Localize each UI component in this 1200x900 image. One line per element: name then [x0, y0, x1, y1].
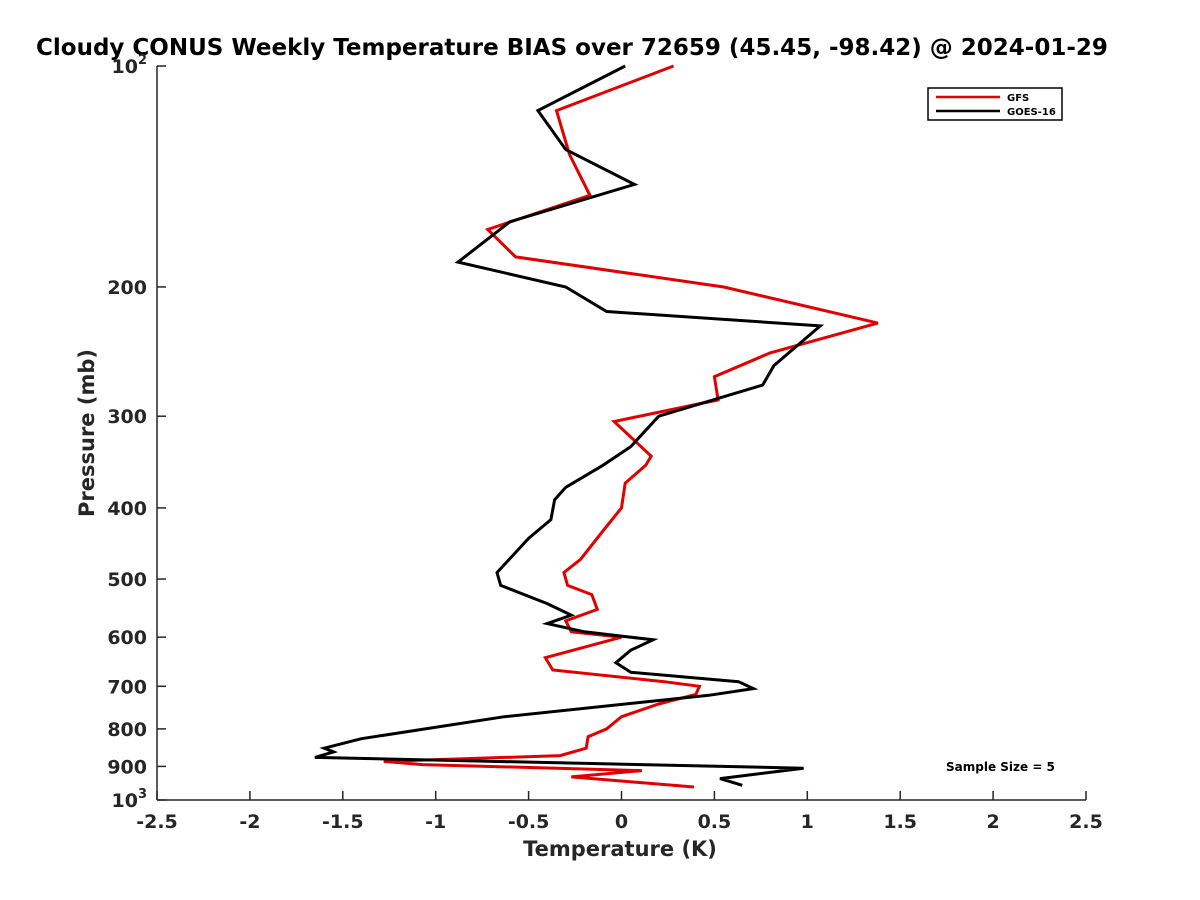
y-tick-label: 800	[107, 719, 147, 741]
legend: GFS GOES-16	[927, 87, 1063, 121]
y-tick-label: 103	[112, 787, 148, 812]
x-tick-label: -2	[239, 811, 260, 833]
sample-size-annotation: Sample Size = 5	[946, 760, 1055, 774]
legend-box	[927, 87, 1063, 121]
x-tick-label: 0.5	[698, 811, 732, 833]
y-tick-label: 300	[107, 406, 147, 428]
x-tick-label: -1.5	[322, 811, 364, 833]
chart-title: Cloudy CONUS Weekly Temperature BIAS ove…	[36, 35, 1108, 61]
series-line-gfs	[383, 64, 879, 789]
legend-label-gfs: GFS	[1007, 93, 1029, 104]
y-tick-label: 700	[107, 676, 147, 698]
tick-labels: -2.5 -2 -1.5 -1 -0.5 0 0.5 1 1.5 2 2.5 102 200 300 400…	[107, 53, 1103, 833]
y-tick-label: 200	[107, 277, 147, 299]
x-tick-label: 2	[986, 811, 999, 833]
x-tick-label: -2.5	[136, 811, 178, 833]
y-tick-label: 500	[107, 569, 147, 591]
y-axis-label: Pressure (mb)	[75, 349, 99, 517]
x-tick-label: -1	[425, 811, 446, 833]
x-tick-label: 2.5	[1069, 811, 1103, 833]
series-line-goes-16	[314, 64, 825, 787]
x-tick-label: 1.5	[883, 811, 917, 833]
x-tick-label: 1	[801, 811, 814, 833]
x-axis-label: Temperature (K)	[523, 837, 717, 861]
axes	[156, 65, 1087, 801]
x-tick-label: -0.5	[508, 811, 550, 833]
y-tick-label: 102	[112, 53, 148, 78]
y-tick-label: 900	[107, 756, 147, 778]
data-series	[314, 64, 879, 789]
x-tick-label: 0	[615, 811, 628, 833]
y-tick-label: 400	[107, 498, 147, 520]
legend-label-goes-16: GOES-16	[1007, 107, 1056, 118]
y-tick-label: 600	[107, 627, 147, 649]
